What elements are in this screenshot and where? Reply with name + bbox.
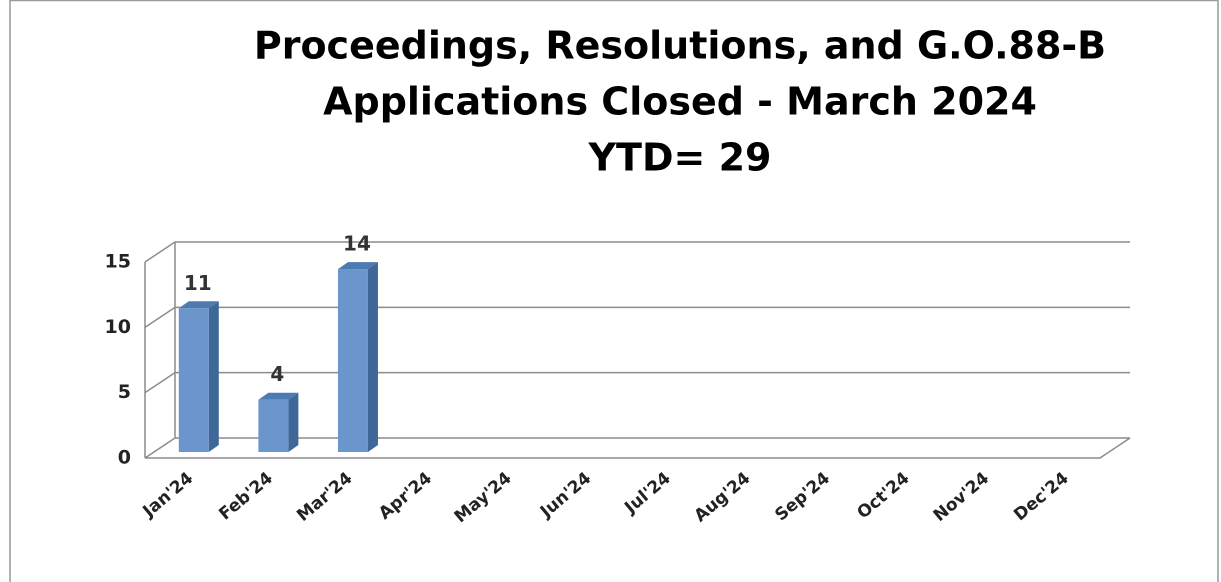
- x-tick-label: Sep'24: [771, 468, 834, 525]
- bar: [178, 308, 209, 452]
- x-tick-label: Nov'24: [930, 468, 993, 526]
- floor-edge: [145, 437, 1131, 459]
- grid-line: [144, 371, 1130, 394]
- data-label: 11: [184, 271, 212, 295]
- grid-line: [144, 241, 1130, 263]
- chart-title: Applications Closed - March 2024: [323, 80, 1037, 124]
- bar: [258, 399, 289, 452]
- x-tick-label: Mar'24: [293, 468, 356, 526]
- bar-side: [288, 392, 299, 452]
- x-tick-label: Aug'24: [691, 468, 755, 526]
- y-tick-label: 10: [105, 316, 131, 338]
- grid-line: [144, 437, 1130, 459]
- data-label: 4: [270, 362, 284, 386]
- bar-top: [258, 392, 299, 400]
- y-tick-label: 0: [118, 447, 131, 469]
- y-tick-label: 15: [105, 251, 131, 273]
- bar-top: [337, 262, 378, 270]
- bar-side: [367, 262, 378, 452]
- grid-line: [144, 306, 1130, 328]
- chart-title: Proceedings, Resolutions, and G.O.88-B: [254, 24, 1106, 68]
- x-tick-label: Jan'24: [139, 468, 198, 522]
- x-tick-label: Jul'24: [620, 468, 674, 518]
- bar: [337, 269, 368, 452]
- bar-side: [208, 301, 219, 452]
- x-tick-label: Apr'24: [375, 468, 436, 524]
- x-tick-label: Dec'24: [1010, 468, 1072, 525]
- chart-subtitle: YTD= 29: [588, 136, 772, 180]
- x-tick-label: May'24: [451, 468, 516, 527]
- x-tick-label: Oct'24: [853, 468, 913, 523]
- y-tick-label: 5: [118, 381, 131, 403]
- x-tick-label: Feb'24: [215, 468, 277, 524]
- bar-top: [178, 301, 219, 309]
- chart-frame: [9, 0, 1219, 582]
- x-tick-label: Jun'24: [536, 468, 595, 522]
- data-label: 14: [343, 232, 371, 256]
